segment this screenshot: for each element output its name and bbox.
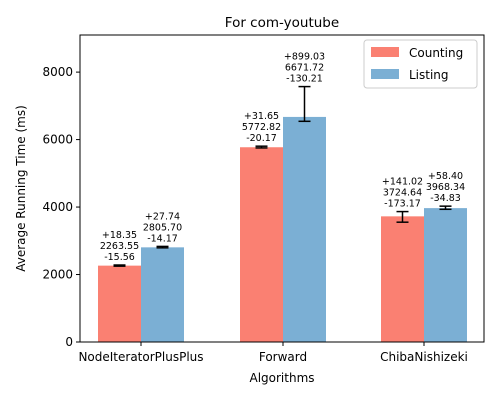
- data-label-listing-1-2: -130.21: [286, 74, 323, 85]
- data-label-listing-2-0: +58.40: [428, 171, 463, 182]
- x-tick-label-2: ChibaNishizeki: [380, 350, 468, 364]
- y-tick-label-8000: 8000: [42, 65, 73, 79]
- data-label-counting-1-0: +31.65: [244, 111, 279, 122]
- data-label-counting-2-1: 3724.64: [383, 188, 422, 199]
- bar-counting-1: [240, 147, 283, 342]
- data-label-counting-0-0: +18.35: [102, 230, 137, 241]
- data-label-counting-0-1: 2263.55: [100, 241, 139, 252]
- x-tick-label-1: Forward: [259, 350, 307, 364]
- data-label-counting-1-1: 5772.82: [242, 122, 281, 133]
- legend-swatch-listing: [371, 69, 399, 79]
- data-label-listing-2-1: 3968.34: [426, 182, 465, 193]
- data-label-listing-1-1: 6671.72: [285, 63, 324, 74]
- x-axis-label: Algorithms: [249, 371, 314, 385]
- plot-frame: [79, 34, 485, 343]
- y-axis: 0 2000 4000 6000 8000: [42, 65, 80, 349]
- legend: Counting Listing: [363, 39, 478, 89]
- bar-listing-1: [283, 116, 326, 342]
- y-tick-label-0: 0: [65, 335, 73, 349]
- y-tick-label-4000: 4000: [42, 200, 73, 214]
- bar-counting-0: [98, 265, 141, 342]
- y-axis-label: Average Running Time (ms): [14, 105, 28, 272]
- legend-swatch-counting: [371, 47, 399, 57]
- bar-listing-0: [141, 247, 184, 342]
- data-label-counting-2-2: -173.17: [384, 199, 421, 210]
- error-bars-layer: [113, 85, 452, 267]
- data-label-listing-2-2: -34.83: [430, 193, 461, 204]
- bar-listing-2: [424, 208, 467, 342]
- legend-label-listing: Listing: [409, 68, 449, 82]
- x-tick-label-0: NodeIteratorPlusPlus: [78, 350, 203, 364]
- y-tick-label-2000: 2000: [42, 268, 73, 282]
- data-label-listing-0-1: 2805.70: [143, 222, 182, 233]
- bars-layer: [98, 116, 467, 342]
- data-label-listing-0-0: +27.74: [145, 211, 180, 222]
- data-label-listing-1-0: +899.03: [284, 52, 325, 63]
- y-tick-label-6000: 6000: [42, 133, 73, 147]
- data-label-listing-0-2: -14.17: [147, 233, 178, 244]
- x-axis: NodeIteratorPlusPlus Forward ChibaNishizek…: [78, 342, 468, 364]
- legend-label-counting: Counting: [409, 46, 463, 60]
- data-label-counting-0-2: -15.56: [104, 252, 135, 263]
- bar-counting-2: [381, 216, 424, 342]
- data-label-counting-1-2: -20.17: [246, 133, 277, 144]
- data-label-counting-2-0: +141.02: [382, 177, 423, 188]
- chart-title: For com-youtube: [225, 15, 339, 31]
